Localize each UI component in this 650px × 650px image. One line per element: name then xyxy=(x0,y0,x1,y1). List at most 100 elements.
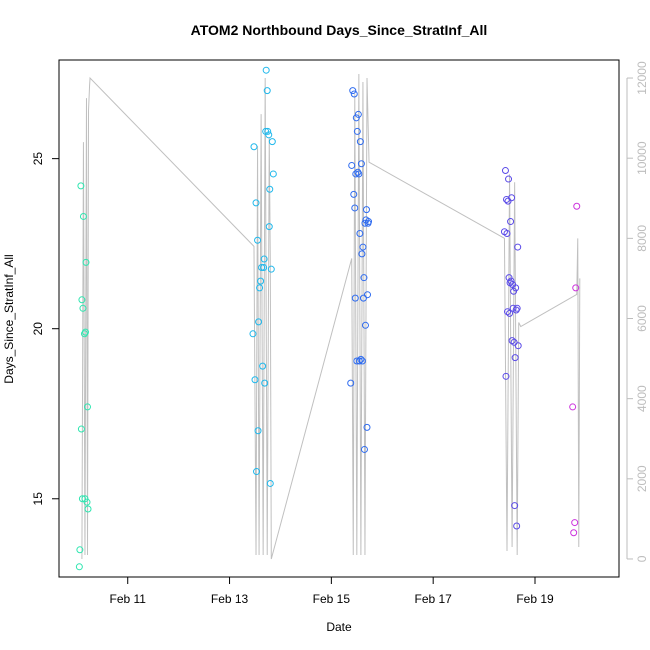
y2-tick-label: 8000 xyxy=(635,225,649,252)
scatter-point xyxy=(81,495,89,503)
scatter-point xyxy=(504,308,512,316)
x-axis: Feb 11 Feb 13 Feb 15 Feb 17 Feb 19 xyxy=(109,577,554,606)
y-axis-label: Days_Since_StratInf_All xyxy=(2,254,16,383)
scatter-point xyxy=(353,127,361,135)
scatter-point xyxy=(361,219,369,227)
x-axis-label: Date xyxy=(326,620,352,634)
scatter-point xyxy=(79,212,87,220)
scatter-point xyxy=(359,294,367,302)
scatter-point xyxy=(350,190,358,198)
scatter-point xyxy=(362,206,370,214)
series-5 xyxy=(569,202,581,537)
scatter-point xyxy=(510,287,518,295)
scatter-point xyxy=(261,379,269,387)
scatter-point xyxy=(250,143,258,151)
plot-area-frame xyxy=(58,59,620,578)
scatter-point xyxy=(356,138,364,146)
scatter-point xyxy=(266,479,274,487)
y-axis-left: 15 20 25 xyxy=(31,152,59,506)
scatter-point xyxy=(251,376,259,384)
scatter-point xyxy=(84,505,92,513)
scatter-point xyxy=(505,274,513,282)
scatter-point xyxy=(263,87,271,95)
scatter-point xyxy=(357,355,365,363)
scatter-point xyxy=(357,160,365,168)
scatter-point xyxy=(264,127,272,135)
y-tick-label: 20 xyxy=(31,322,45,336)
scatter-point xyxy=(77,425,85,433)
scatter-point xyxy=(513,522,521,530)
scatter-point xyxy=(364,291,372,299)
y2-tick-label: 2000 xyxy=(635,465,649,492)
scatter-point xyxy=(269,170,277,178)
scatter-point xyxy=(78,495,86,503)
scatter-point xyxy=(573,202,581,210)
scatter-point xyxy=(506,309,514,317)
scatter-point xyxy=(361,321,369,329)
scatter-point xyxy=(503,229,511,237)
scatter-point xyxy=(253,468,261,476)
scatter-point xyxy=(514,243,522,251)
scatter-point xyxy=(75,563,83,571)
scatter-point xyxy=(351,294,359,302)
x-tick-label: Feb 19 xyxy=(516,592,554,606)
scatter-point xyxy=(265,223,273,231)
scatter-point xyxy=(262,66,270,74)
scatter-point xyxy=(249,330,257,338)
scatter-point xyxy=(511,354,519,362)
scatter-point xyxy=(352,114,360,122)
scatter-point xyxy=(572,284,580,292)
scatter-point xyxy=(266,185,274,193)
scatter-point xyxy=(79,304,87,312)
scatter-point xyxy=(347,379,355,387)
y2-tick-label: 12000 xyxy=(635,61,649,95)
series-2 xyxy=(249,66,277,487)
scatter-point xyxy=(569,403,577,411)
y2-tick-label: 6000 xyxy=(635,305,649,332)
scatter-point xyxy=(256,284,264,292)
line-series-layer xyxy=(81,74,581,560)
scatter-point xyxy=(260,263,268,271)
scatter-points-layer xyxy=(75,66,581,571)
scatter-point xyxy=(359,243,367,251)
scatter-point xyxy=(358,357,366,365)
scatter-point xyxy=(510,338,518,346)
scatter-point xyxy=(512,306,520,314)
scatter-point xyxy=(268,138,276,146)
scatter-point xyxy=(77,182,85,190)
scatter-point xyxy=(78,296,86,304)
scatter-point xyxy=(354,168,362,176)
scatter-point xyxy=(352,170,360,178)
scatter-point xyxy=(349,87,357,95)
scatter-point xyxy=(360,445,368,453)
y2-tick-label: 0 xyxy=(635,555,649,562)
chart-title: ATOM2 Northbound Days_Since_StratInf_All xyxy=(191,22,488,38)
x-tick-label: Feb 17 xyxy=(415,592,453,606)
x-tick-label: Feb 11 xyxy=(109,592,146,606)
scatter-point xyxy=(76,546,84,554)
series-4 xyxy=(500,167,522,530)
scatter-point xyxy=(265,131,273,139)
scatter-point xyxy=(356,229,364,237)
scatter-point xyxy=(82,258,90,266)
scatter-point xyxy=(350,90,358,98)
scatter-point xyxy=(360,274,368,282)
scatter-point xyxy=(511,502,519,510)
scatter-point xyxy=(254,427,262,435)
scatter-point xyxy=(84,403,92,411)
scatter-point xyxy=(507,277,515,285)
scatter-point xyxy=(363,423,371,431)
y-tick-label: 15 xyxy=(31,492,45,506)
scatter-point xyxy=(505,175,513,183)
scatter-point xyxy=(83,498,91,506)
scatter-point xyxy=(348,161,356,169)
scatter-point xyxy=(81,328,89,336)
y-tick-label: 25 xyxy=(31,152,45,166)
series-3 xyxy=(347,87,373,453)
scatter-point xyxy=(255,318,263,326)
scatter-point xyxy=(365,218,373,226)
scatter-point xyxy=(355,170,363,178)
scatter-point xyxy=(508,194,516,202)
